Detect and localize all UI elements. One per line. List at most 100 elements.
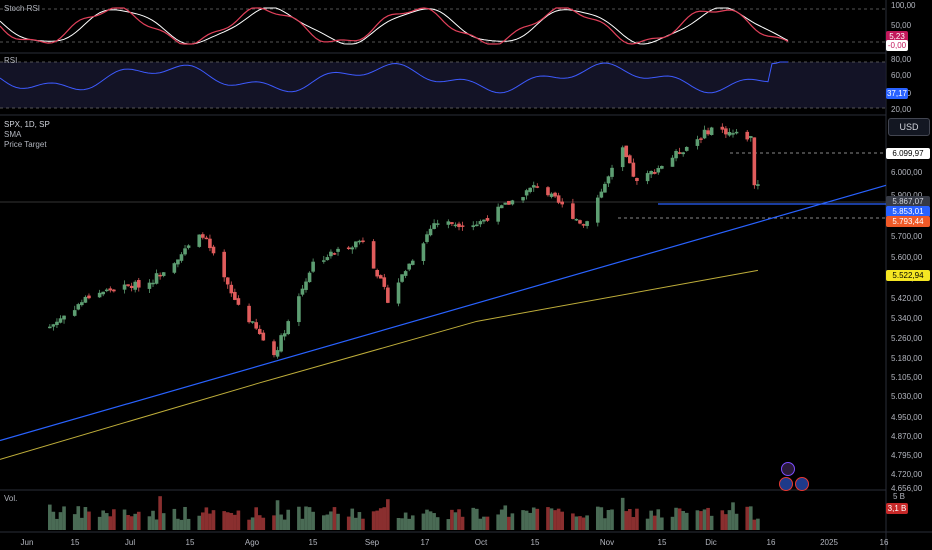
candle bbox=[325, 254, 330, 261]
volume-bar bbox=[734, 513, 739, 530]
candle bbox=[620, 145, 625, 172]
volume-bar bbox=[595, 506, 600, 530]
legend-price-target: Price Target bbox=[4, 140, 47, 149]
candle bbox=[709, 126, 714, 136]
volume-bars bbox=[48, 496, 760, 530]
candle bbox=[478, 219, 483, 228]
time-tick: Dic bbox=[705, 538, 717, 547]
volume-bar bbox=[286, 509, 291, 530]
candle bbox=[681, 151, 685, 157]
candle bbox=[112, 289, 116, 293]
candle bbox=[311, 258, 315, 273]
candle bbox=[350, 245, 355, 254]
volume-bar bbox=[585, 515, 589, 530]
volume-bar bbox=[546, 507, 550, 530]
price-tick: 5.180,00 bbox=[891, 354, 923, 363]
candle bbox=[222, 249, 226, 282]
candle bbox=[407, 263, 411, 272]
candle bbox=[272, 339, 276, 358]
candle bbox=[361, 237, 365, 244]
stoch-rsi-pane[interactable]: Stoch RSI 100,00 50,00 bbox=[0, 1, 916, 45]
candle bbox=[546, 186, 550, 197]
stoch-tick-100: 100,00 bbox=[891, 1, 916, 10]
volume-bar bbox=[122, 509, 127, 530]
volume-bar bbox=[485, 516, 490, 530]
time-tick: Oct bbox=[475, 538, 488, 547]
volume-bar bbox=[204, 507, 209, 530]
volume-bar bbox=[432, 513, 436, 530]
sma-line bbox=[0, 269, 758, 460]
volume-bar bbox=[87, 511, 91, 530]
lightning-icon[interactable] bbox=[781, 462, 795, 476]
candle bbox=[336, 246, 340, 256]
time-axis[interactable]: Jun 15 Jul 15 Ago 15 Sep 17 Oct 15 Nov 15 Dic 16 2025 1… bbox=[21, 538, 889, 547]
volume-bar bbox=[628, 508, 632, 530]
candle bbox=[432, 219, 436, 230]
candle bbox=[731, 129, 735, 138]
volume-bar bbox=[460, 516, 465, 530]
candle bbox=[204, 235, 209, 240]
volume-bar bbox=[748, 506, 753, 530]
volume-bar bbox=[361, 518, 365, 530]
stoch-pane-title: Stoch RSI bbox=[4, 4, 40, 13]
flag-icon-2[interactable] bbox=[795, 477, 809, 491]
time-tick: Sep bbox=[365, 538, 380, 547]
currency-button[interactable]: USD bbox=[888, 118, 930, 136]
volume-bar bbox=[553, 510, 557, 530]
time-tick: 16 bbox=[880, 538, 889, 547]
volume-bar bbox=[104, 513, 109, 530]
volume-bar bbox=[446, 519, 451, 530]
flag-icon[interactable] bbox=[779, 477, 793, 491]
price-tick: 5.030,00 bbox=[891, 392, 923, 401]
candle bbox=[147, 279, 152, 293]
candle bbox=[250, 321, 255, 324]
volume-bar bbox=[599, 507, 604, 530]
price-tick: 4.720,00 bbox=[891, 470, 923, 479]
volume-bar bbox=[229, 512, 234, 530]
volume-bar bbox=[62, 506, 66, 530]
time-tick: 16 bbox=[767, 538, 776, 547]
volume-bar bbox=[571, 513, 575, 530]
candle bbox=[702, 125, 707, 140]
candle bbox=[300, 285, 305, 297]
volume-bar bbox=[674, 507, 678, 530]
volume-bar bbox=[83, 507, 88, 530]
candle bbox=[229, 281, 234, 297]
stoch-tick-50: 50,00 bbox=[891, 21, 912, 30]
volume-bar bbox=[97, 516, 102, 530]
volume-bar bbox=[300, 518, 305, 530]
volume-bar bbox=[225, 512, 230, 530]
volume-bar bbox=[201, 512, 205, 530]
candle bbox=[297, 293, 301, 327]
candle bbox=[556, 192, 561, 205]
rsi-pane[interactable]: RSI 80,00 60,00 40,00 20,00 bbox=[0, 55, 912, 114]
candle bbox=[371, 239, 376, 269]
sma-price-tag: 5.522,94 bbox=[886, 270, 930, 281]
candle bbox=[126, 284, 130, 287]
volume-bar bbox=[371, 511, 376, 530]
candle bbox=[460, 221, 465, 231]
volume-bar bbox=[670, 516, 675, 530]
candle bbox=[695, 135, 700, 150]
candle bbox=[475, 221, 479, 227]
price-pane[interactable]: SPX, 1D, SP SMA Price Target 6.000,00 5.9… bbox=[0, 120, 923, 493]
candle bbox=[261, 330, 266, 341]
volume-bar bbox=[578, 516, 582, 530]
volume-bar bbox=[58, 512, 63, 530]
candle bbox=[257, 325, 262, 335]
candle bbox=[499, 204, 504, 209]
volume-bar bbox=[396, 517, 401, 530]
volume-bar bbox=[211, 510, 216, 530]
volume-bar bbox=[332, 507, 337, 530]
volume-pane[interactable]: Vol. 5 B bbox=[4, 492, 905, 530]
candle bbox=[179, 252, 184, 263]
trendline[interactable] bbox=[0, 184, 887, 442]
volume-bar bbox=[475, 508, 479, 530]
price-tick: 5.340,00 bbox=[891, 314, 923, 323]
candle bbox=[549, 192, 554, 199]
candle bbox=[225, 277, 230, 289]
volume-bar bbox=[161, 513, 166, 530]
rsi-line bbox=[0, 61, 788, 94]
stoch-k-value-tag: 5,23 bbox=[886, 31, 908, 42]
